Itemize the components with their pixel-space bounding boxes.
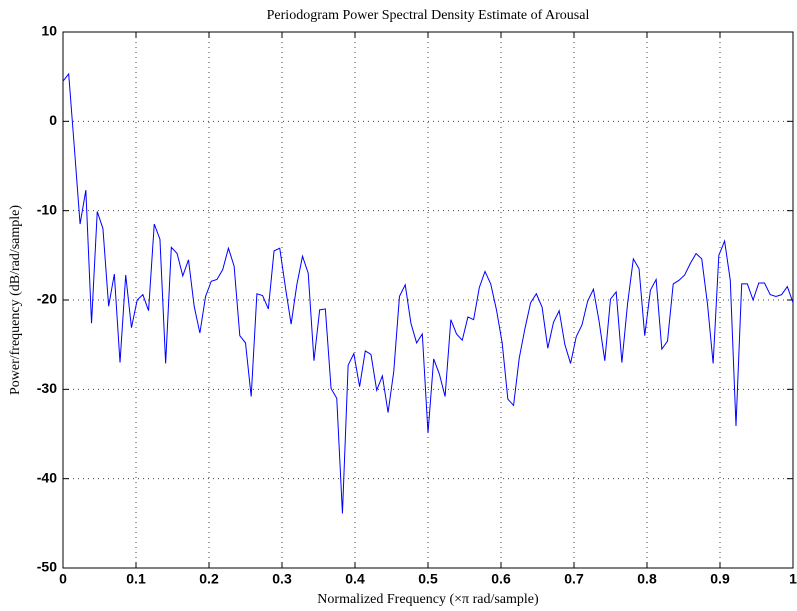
x-tick-label: 0.5 [418, 571, 438, 587]
y-tick-label: 10 [41, 23, 57, 39]
x-tick-label: 0.2 [199, 571, 219, 587]
y-tick-label: 0 [49, 112, 57, 128]
y-tick-label: -30 [37, 380, 57, 396]
x-tick-label: 0.7 [564, 571, 584, 587]
x-tick-label: 0.6 [491, 571, 511, 587]
x-tick-label: 0.3 [272, 571, 292, 587]
data-line [62, 72, 794, 514]
x-tick-label: 0.4 [345, 571, 365, 587]
x-tick-label: 0.9 [710, 571, 730, 587]
x-tick-label: 0 [59, 571, 67, 587]
y-tick-label: -20 [37, 291, 57, 307]
x-tick-label: 0.1 [126, 571, 146, 587]
plot-frame [62, 31, 794, 569]
x-tick-label: 0.8 [637, 571, 657, 587]
x-axis-label: Normalized Frequency (×π rad/sample) [317, 592, 539, 607]
y-tick-label: -40 [37, 469, 57, 485]
y-tick-label: -50 [37, 559, 57, 575]
x-tick-label: 1 [789, 571, 797, 587]
y-tick-label: -10 [37, 201, 57, 217]
y-axis-label: Power/frequency (dB/rad/sample) [8, 205, 23, 395]
chart-title: Periodogram Power Spectral Density Estim… [267, 8, 590, 23]
